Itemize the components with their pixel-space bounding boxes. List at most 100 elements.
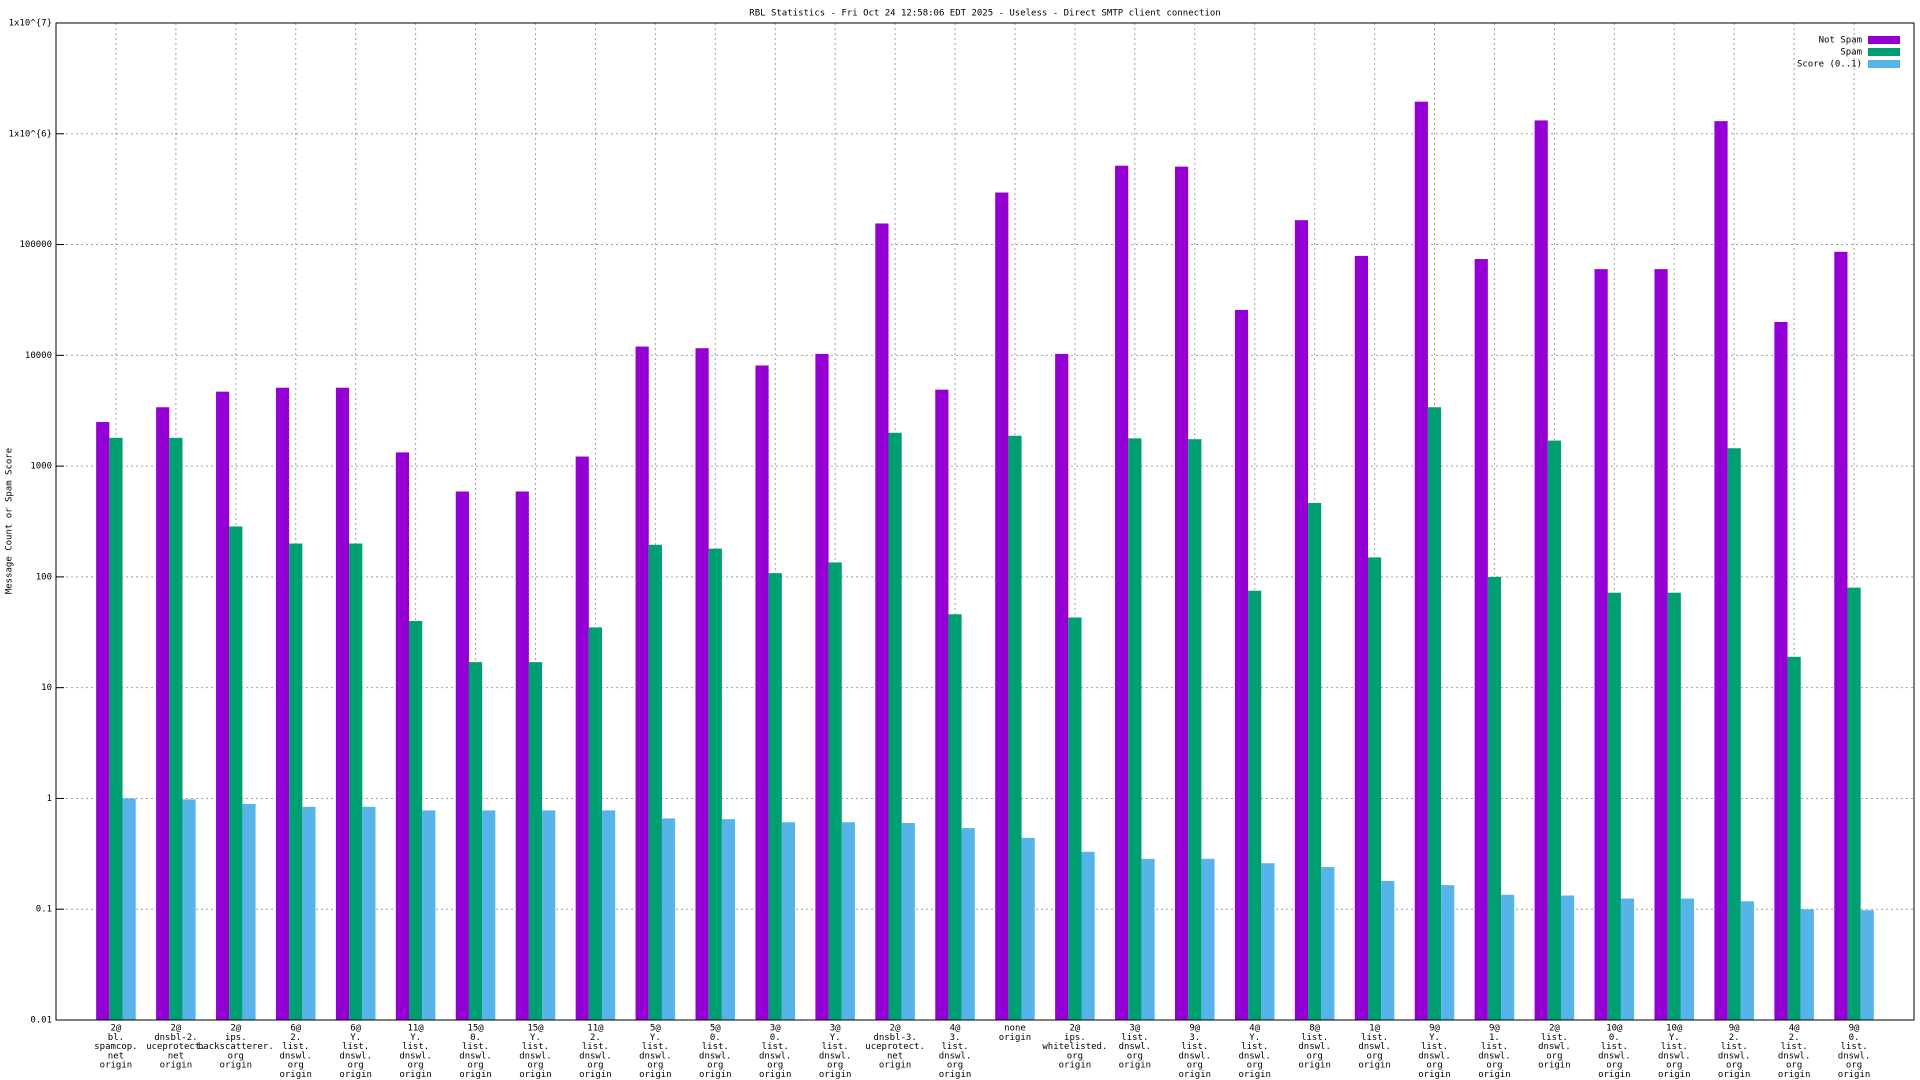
x-tick-label: origin bbox=[1598, 1070, 1631, 1080]
x-tick-label: 6@ bbox=[350, 1024, 361, 1034]
x-tick-label: org bbox=[767, 1061, 783, 1071]
x-tick-label: org bbox=[1846, 1061, 1862, 1071]
bar bbox=[961, 828, 975, 1020]
x-tick-label: list. bbox=[762, 1042, 789, 1052]
bar bbox=[1234, 309, 1249, 1020]
bar bbox=[1547, 440, 1561, 1020]
legend-swatch bbox=[1868, 48, 1900, 56]
x-tick-label: 9@ bbox=[1429, 1024, 1440, 1034]
bar bbox=[229, 526, 243, 1020]
bar bbox=[1174, 166, 1189, 1021]
bar bbox=[768, 573, 782, 1020]
x-tick-label: origin bbox=[339, 1070, 372, 1080]
x-tick-label: origin bbox=[1538, 1061, 1571, 1071]
x-tick-label: dnswl. bbox=[1598, 1051, 1631, 1061]
bar bbox=[1441, 885, 1455, 1020]
x-tick-label: dnswl. bbox=[1298, 1042, 1331, 1052]
bar bbox=[901, 823, 915, 1020]
bar bbox=[1261, 863, 1275, 1020]
x-tick-label: org bbox=[1187, 1061, 1203, 1071]
legend-swatch bbox=[1868, 36, 1900, 44]
x-tick-label: org bbox=[1486, 1061, 1502, 1071]
bar bbox=[109, 437, 123, 1020]
x-tick-label: 2@ bbox=[890, 1024, 901, 1034]
x-tick-label: org bbox=[1127, 1051, 1143, 1061]
x-tick-label: list. bbox=[822, 1042, 849, 1052]
x-tick-label: origin bbox=[1059, 1061, 1092, 1071]
bar bbox=[1381, 880, 1395, 1020]
bar bbox=[888, 432, 902, 1020]
y-tick-label: 0.1 bbox=[36, 905, 52, 915]
x-tick-label: 3@ bbox=[1129, 1024, 1140, 1034]
bar bbox=[1055, 353, 1069, 1020]
x-tick-label: 3@ bbox=[770, 1024, 781, 1034]
bar bbox=[335, 387, 350, 1021]
x-tick-label: dnswl. bbox=[639, 1051, 672, 1061]
bar bbox=[1128, 438, 1142, 1021]
bar bbox=[635, 346, 649, 1021]
legend-label: Spam bbox=[1840, 48, 1862, 58]
x-tick-label: org bbox=[467, 1061, 483, 1071]
x-tick-label: origin bbox=[879, 1061, 912, 1071]
x-tick-label: org bbox=[947, 1061, 963, 1071]
bar bbox=[1115, 165, 1129, 1020]
x-tick-label: origin bbox=[1119, 1061, 1152, 1071]
x-tick-label: 11@ bbox=[407, 1024, 424, 1034]
x-tick-label: dnswl. bbox=[819, 1051, 852, 1061]
x-tick-label: list. bbox=[282, 1042, 309, 1052]
x-tick-label: Y. bbox=[830, 1033, 841, 1043]
x-tick-label: dnsbl-2. bbox=[154, 1033, 197, 1043]
legend-label: Score (0..1) bbox=[1797, 60, 1862, 70]
bar bbox=[422, 810, 436, 1020]
x-tick-label: dnswl. bbox=[339, 1051, 372, 1061]
bar bbox=[995, 192, 1009, 1021]
bar bbox=[528, 662, 543, 1020]
x-tick-label: origin bbox=[459, 1070, 492, 1080]
bar bbox=[455, 491, 469, 1020]
x-tick-label: dnswl. bbox=[1119, 1042, 1152, 1052]
x-tick-label: list. bbox=[1781, 1042, 1808, 1052]
x-tick-label: net bbox=[108, 1051, 124, 1061]
x-tick-label: dnswl. bbox=[1718, 1051, 1751, 1061]
bar bbox=[1188, 439, 1202, 1021]
x-tick-label: 3. bbox=[950, 1033, 961, 1043]
x-tick-label: origin bbox=[939, 1070, 972, 1080]
x-tick-label: dnswl. bbox=[399, 1051, 432, 1061]
x-tick-label: origin bbox=[699, 1070, 732, 1080]
x-tick-label: 15@ bbox=[527, 1024, 544, 1034]
bar bbox=[216, 391, 230, 1020]
bar bbox=[1501, 894, 1515, 1020]
bar bbox=[156, 407, 170, 1020]
x-tick-label: dnswl. bbox=[1179, 1051, 1212, 1061]
x-tick-label: dnswl. bbox=[699, 1051, 732, 1061]
x-tick-label: org bbox=[1726, 1061, 1742, 1071]
bar bbox=[755, 365, 769, 1020]
x-tick-label: dnsbl-3. bbox=[873, 1033, 916, 1043]
x-tick-label: none bbox=[1004, 1024, 1026, 1034]
x-tick-label: org bbox=[587, 1061, 603, 1071]
x-tick-label: list. bbox=[462, 1042, 489, 1052]
x-tick-label: ips. bbox=[225, 1033, 247, 1043]
x-tick-label: 9@ bbox=[1729, 1024, 1740, 1034]
bar bbox=[122, 798, 136, 1020]
x-tick-label: org bbox=[407, 1061, 423, 1071]
x-tick-label: origin bbox=[1418, 1070, 1451, 1080]
x-tick-label: 3. bbox=[1189, 1033, 1200, 1043]
x-tick-label: backscatterer. bbox=[198, 1042, 274, 1052]
x-tick-label: origin bbox=[100, 1061, 133, 1071]
x-tick-label: Y. bbox=[1249, 1033, 1260, 1043]
x-tick-label: org bbox=[1666, 1061, 1682, 1071]
bar bbox=[1021, 837, 1035, 1020]
x-tick-label: origin bbox=[399, 1070, 432, 1080]
bar bbox=[1294, 220, 1309, 1020]
bar bbox=[1860, 910, 1874, 1020]
x-tick-label: origin bbox=[819, 1070, 852, 1080]
bar bbox=[362, 806, 376, 1020]
x-tick-label: list. bbox=[1301, 1033, 1328, 1043]
x-tick-label: org bbox=[1067, 1051, 1083, 1061]
x-tick-label: Y. bbox=[350, 1033, 361, 1043]
x-tick-label: 0. bbox=[710, 1033, 721, 1043]
x-tick-label: dnswl. bbox=[1538, 1042, 1571, 1052]
bar bbox=[1068, 617, 1082, 1020]
